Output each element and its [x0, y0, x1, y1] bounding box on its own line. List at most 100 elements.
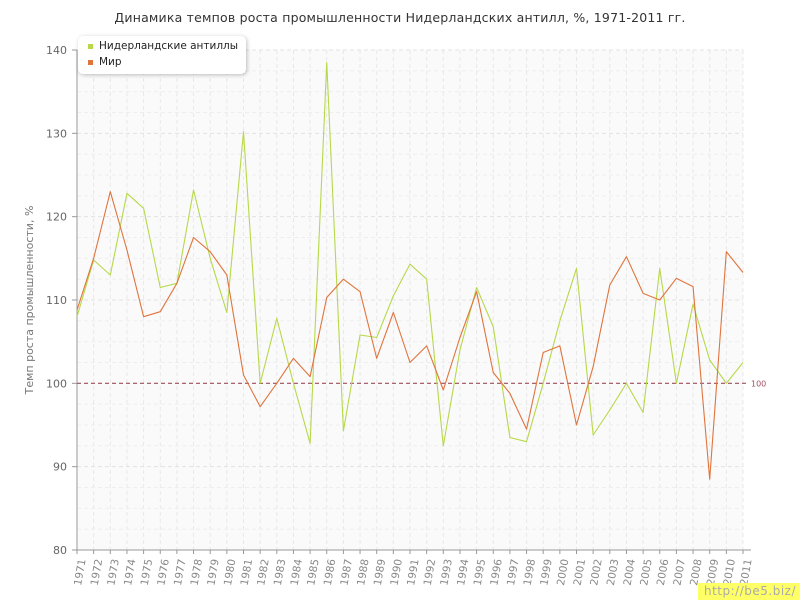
x-tick-label: 1976 [155, 558, 172, 587]
x-tick-label: 1998 [522, 558, 538, 586]
x-tick-label: 2006 [655, 558, 672, 587]
x-tick-label: 1996 [488, 558, 505, 587]
x-tick-label: 1975 [139, 558, 155, 586]
x-tick-label: 2000 [555, 558, 571, 586]
x-tick-label: 2003 [605, 558, 621, 586]
data-point [142, 315, 144, 317]
x-tick-label: 2004 [622, 558, 639, 587]
data-point [642, 292, 644, 294]
legend-item-series-2[interactable]: Мир [88, 54, 238, 70]
data-point [109, 190, 111, 192]
data-point [559, 320, 561, 322]
x-tick-label: 1993 [438, 558, 454, 586]
x-tick-label: 1973 [105, 558, 121, 586]
x-tick-label: 1991 [405, 558, 421, 586]
y-tick-label: 110 [46, 294, 67, 307]
x-tick-label: 1977 [172, 558, 188, 586]
x-tick-label: 2011 [738, 558, 754, 586]
legend-label-series-2: Мир [99, 56, 122, 68]
data-point [609, 409, 611, 411]
data-point [442, 389, 444, 391]
series-2 [76, 190, 744, 480]
data-point [709, 359, 711, 361]
data-point [192, 189, 194, 191]
data-point [359, 334, 361, 336]
data-point [692, 285, 694, 287]
legend: Нидерландские антиллы Мир [78, 36, 247, 74]
data-point [159, 286, 161, 288]
data-point [309, 375, 311, 377]
x-tick-label: 1972 [89, 558, 105, 586]
data-point [442, 445, 444, 447]
x-tick-label: 1997 [505, 558, 521, 586]
data-point [509, 392, 511, 394]
x-tick-label: 2005 [638, 558, 654, 586]
chart-title: Динамика темпов роста промышленности Нид… [114, 10, 686, 25]
data-point [209, 257, 211, 259]
x-tick-label: 2007 [672, 558, 688, 586]
series-line-1 [76, 61, 744, 447]
data-point [725, 250, 727, 252]
legend-item-series-1[interactable]: Нидерландские антиллы [88, 38, 238, 54]
x-tick-label: 1974 [122, 558, 139, 587]
data-point [509, 436, 511, 438]
x-tick-label: 1985 [305, 558, 321, 586]
data-point [292, 357, 294, 359]
x-tick-label: 2002 [588, 558, 604, 586]
x-tick-label: 2008 [688, 558, 704, 586]
data-point [409, 361, 411, 363]
data-point [475, 286, 477, 288]
x-tick-label: 1989 [372, 558, 388, 586]
data-point [259, 382, 261, 384]
y-tick-label: 140 [46, 44, 67, 57]
data-point [392, 295, 394, 297]
data-point [376, 336, 378, 338]
data-point [525, 440, 527, 442]
x-tick-label: 1986 [322, 558, 339, 587]
data-point [459, 349, 461, 351]
data-point [475, 290, 477, 292]
y-tick-label: 130 [46, 127, 67, 140]
data-point [176, 282, 178, 284]
data-point [542, 351, 544, 353]
series-line-2 [76, 191, 744, 480]
legend-label-series-1: Нидерландские антиллы [99, 40, 239, 52]
x-tick-label: 1992 [422, 558, 438, 586]
data-point [425, 278, 427, 280]
data-point [692, 303, 694, 305]
data-point [492, 371, 494, 373]
series-1 [76, 61, 744, 447]
x-tick-label: 1988 [355, 558, 371, 586]
data-point [525, 428, 527, 430]
data-point [709, 478, 711, 480]
watermark-link[interactable]: http://be5.biz/ [697, 583, 800, 600]
data-point [359, 290, 361, 292]
data-point [392, 311, 394, 313]
data-point [259, 405, 261, 407]
x-tick-label: 1978 [189, 558, 205, 586]
data-point [159, 310, 161, 312]
data-point [742, 271, 744, 273]
data-point [659, 299, 661, 301]
data-point [76, 309, 78, 311]
data-point [326, 296, 328, 298]
x-tick-label: 1987 [339, 558, 355, 586]
data-point [659, 267, 661, 269]
data-point [425, 345, 427, 347]
data-point [76, 315, 78, 317]
x-tick-label: 1971 [72, 558, 88, 586]
data-point [126, 192, 128, 194]
legend-swatch-series-1 [88, 43, 93, 49]
legend-swatch-series-2 [88, 59, 93, 65]
reference-line-label: 100 [751, 379, 766, 388]
data-point [725, 382, 727, 384]
data-point [309, 442, 311, 444]
y-tick-label: 80 [53, 544, 67, 557]
data-point [209, 250, 211, 252]
x-tick-label: 1982 [255, 558, 271, 586]
data-point [609, 284, 611, 286]
x-tick-label: 1995 [472, 558, 488, 586]
data-point [376, 357, 378, 359]
x-tick-label: 1999 [538, 558, 554, 586]
